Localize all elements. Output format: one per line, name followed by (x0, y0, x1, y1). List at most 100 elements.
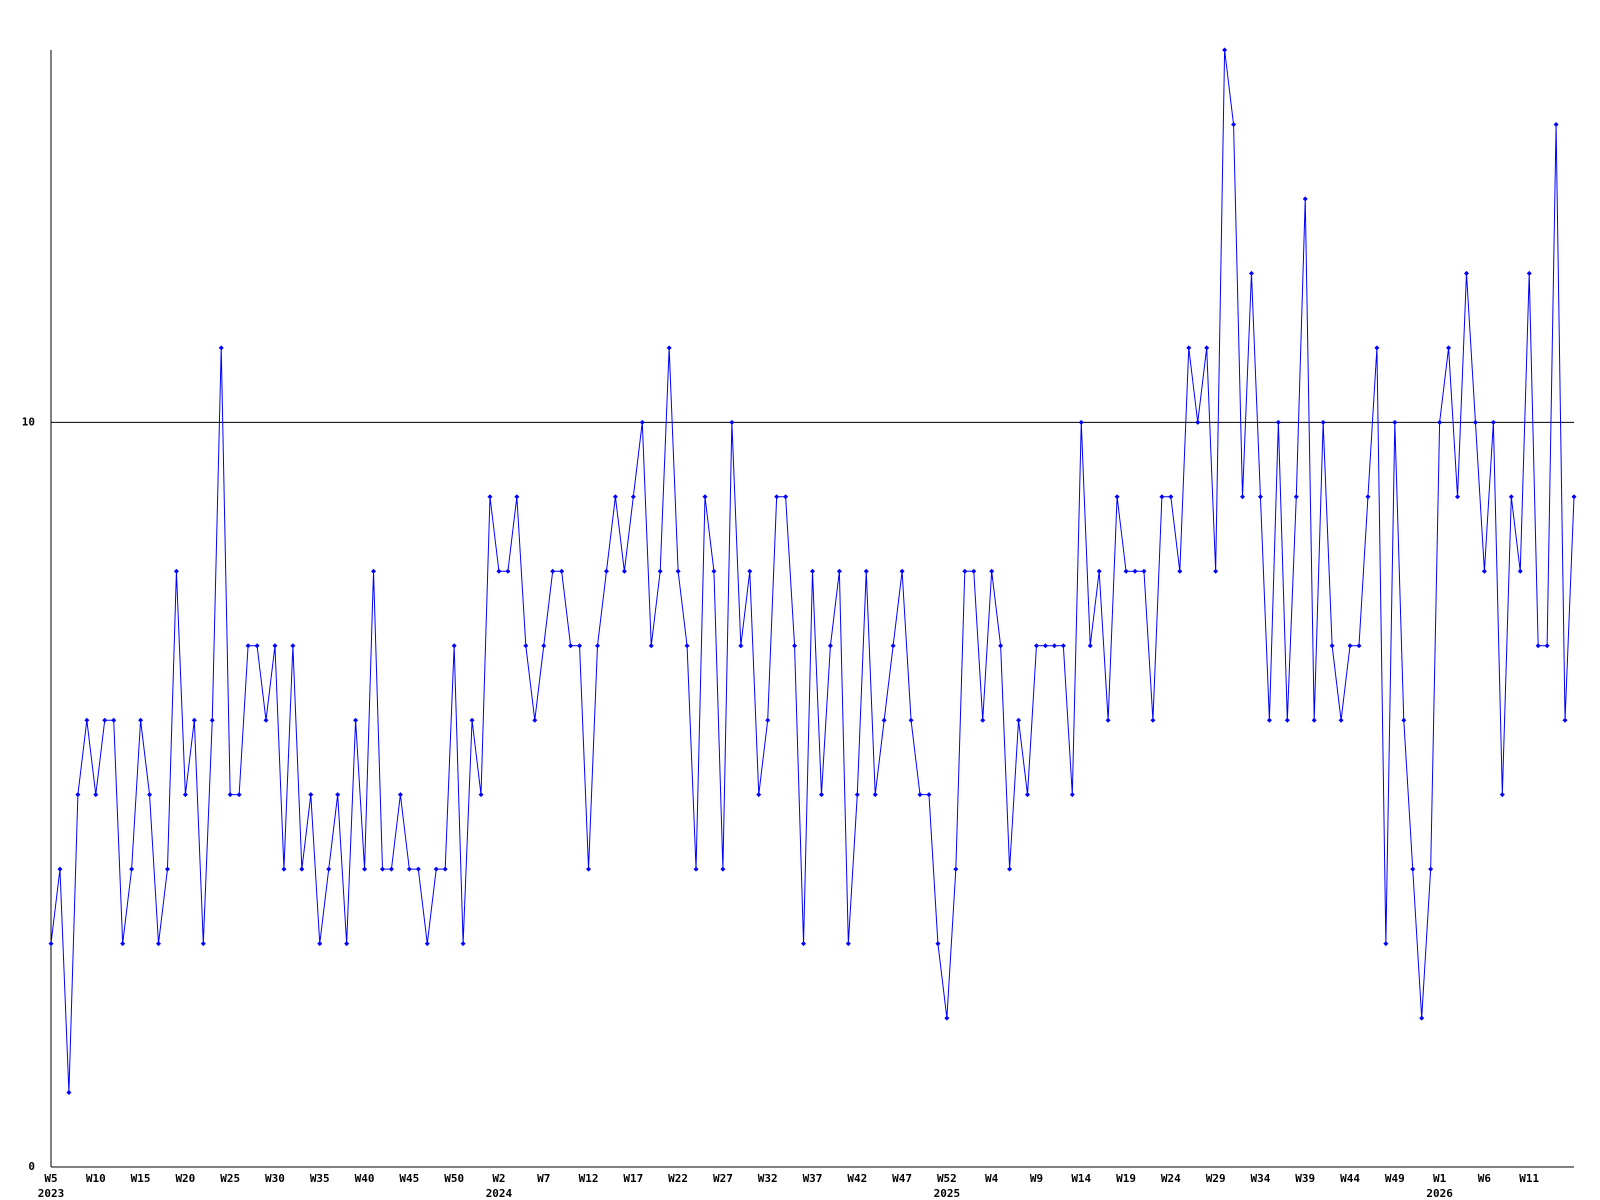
data-point (1571, 494, 1577, 500)
data-point (57, 866, 63, 872)
x-tick-label: W15 (131, 1172, 151, 1185)
data-point (451, 643, 457, 649)
data-point (738, 643, 744, 649)
data-point (1392, 419, 1398, 425)
data-point (182, 792, 188, 798)
data-point (433, 866, 439, 872)
x-tick-label: W30 (265, 1172, 285, 1185)
data-point (308, 792, 314, 798)
data-point (1481, 568, 1487, 574)
data-point (1499, 792, 1505, 798)
data-point (702, 494, 708, 500)
data-point (111, 717, 117, 723)
x-tick-label: W17 (623, 1172, 643, 1185)
x-tick-label: W29 (1206, 1172, 1226, 1185)
x-tick-label: W47 (892, 1172, 912, 1185)
data-point (944, 1015, 950, 1021)
data-point (657, 568, 663, 574)
data-point (129, 866, 135, 872)
data-point (1150, 717, 1156, 723)
data-point (1508, 494, 1514, 500)
data-point (1096, 568, 1102, 574)
x-tick-label: W10 (86, 1172, 106, 1185)
data-point (469, 717, 475, 723)
x-tick-label: W12 (579, 1172, 599, 1185)
data-point (1240, 494, 1246, 500)
data-point (783, 494, 789, 500)
data-point (138, 717, 144, 723)
data-point (693, 866, 699, 872)
data-point (1087, 643, 1093, 649)
data-point (1544, 643, 1550, 649)
data-point (1222, 47, 1228, 53)
data-point (1320, 419, 1326, 425)
data-point (1132, 568, 1138, 574)
data-point (1025, 792, 1031, 798)
data-point (120, 941, 126, 947)
x-tick-label: W2 (492, 1172, 505, 1185)
data-point (1526, 270, 1532, 276)
data-point (344, 941, 350, 947)
data-point (666, 345, 672, 351)
x-tick-label: W25 (220, 1172, 240, 1185)
data-point (478, 792, 484, 798)
x-tick-label: W37 (803, 1172, 823, 1185)
data-point (559, 568, 565, 574)
data-point (845, 941, 851, 947)
x-tick-label: W49 (1385, 1172, 1405, 1185)
data-point (532, 717, 538, 723)
x-tick-label: W34 (1251, 1172, 1271, 1185)
data-point (326, 866, 332, 872)
data-point (836, 568, 842, 574)
data-point (935, 941, 941, 947)
data-point (872, 792, 878, 798)
data-point (1284, 717, 1290, 723)
data-point (1159, 494, 1165, 500)
data-point (388, 866, 394, 872)
data-point (1302, 196, 1308, 202)
data-point (1365, 494, 1371, 500)
data-point (272, 643, 278, 649)
data-point (962, 568, 968, 574)
data-point (1410, 866, 1416, 872)
data-point (1248, 270, 1254, 276)
data-point (612, 494, 618, 500)
x-tick-label: W4 (985, 1172, 999, 1185)
data-point (1472, 419, 1478, 425)
data-point (245, 643, 251, 649)
x-tick-label: W22 (668, 1172, 688, 1185)
data-point (236, 792, 242, 798)
x-tick-label: W52 (937, 1172, 957, 1185)
data-point (505, 568, 511, 574)
data-point (460, 941, 466, 947)
x-tick-label: W14 (1071, 1172, 1091, 1185)
data-point (818, 792, 824, 798)
data-point (594, 643, 600, 649)
data-point (1338, 717, 1344, 723)
data-point (1123, 568, 1129, 574)
data-point (415, 866, 421, 872)
data-point (747, 568, 753, 574)
data-point (908, 717, 914, 723)
data-point (281, 866, 287, 872)
data-point (1177, 568, 1183, 574)
data-point (577, 643, 583, 649)
data-point (1374, 345, 1380, 351)
data-point (1168, 494, 1174, 500)
data-point (1231, 121, 1237, 127)
data-point (299, 866, 305, 872)
data-point (890, 643, 896, 649)
data-point (424, 941, 430, 947)
data-point (200, 941, 206, 947)
data-point (765, 717, 771, 723)
data-point (711, 568, 717, 574)
data-point (1437, 419, 1443, 425)
data-point (1266, 717, 1272, 723)
data-point (1204, 345, 1210, 351)
data-point (998, 643, 1004, 649)
data-point (827, 643, 833, 649)
data-point (863, 568, 869, 574)
x-tick-label: W5 (44, 1172, 57, 1185)
